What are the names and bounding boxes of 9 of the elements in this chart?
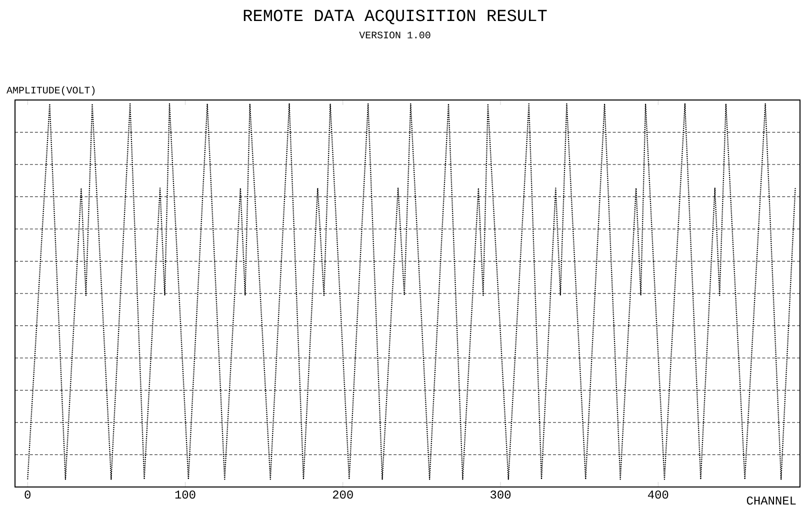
chart-title: REMOTE DATA ACQUISITION RESULT [244, 10, 547, 24]
x-tick-label: 100 [175, 490, 196, 499]
x-tick-label: 400 [648, 490, 668, 499]
x-tick-label: 200 [332, 490, 353, 499]
x-tick-label: 0 [24, 490, 30, 499]
y-axis-title: AMPLITUDE(VOLT) [6, 86, 95, 96]
x-tick-label: 300 [490, 490, 511, 499]
x-axis-title: CHANNEL [746, 496, 796, 505]
chart-subtitle: VERSION 1.00 [359, 32, 430, 38]
